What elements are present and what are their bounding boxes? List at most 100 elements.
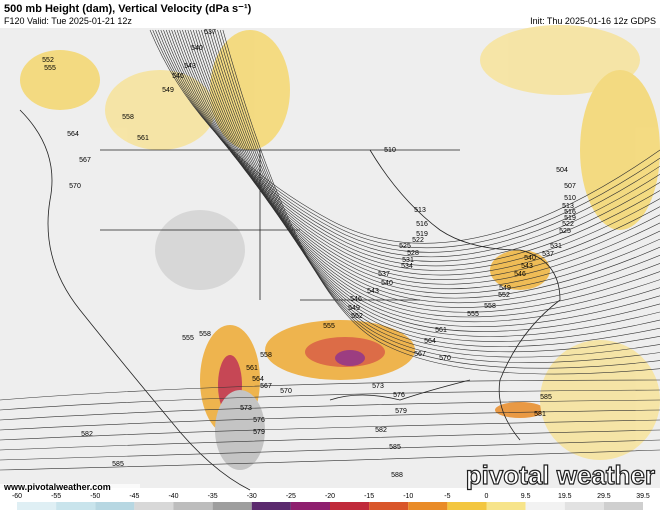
site-url: www.pivotalweather.com xyxy=(3,482,111,492)
contour-label: 573 xyxy=(372,383,384,390)
contour-label: 561 xyxy=(435,327,447,334)
contour-label: 579 xyxy=(395,408,407,415)
contour-label: 531 xyxy=(550,243,562,250)
init-time: Init: Thu 2025-01-16 12z GDPS xyxy=(530,16,656,26)
contour-label: 528 xyxy=(407,250,419,257)
contour-label: 564 xyxy=(424,338,436,345)
contour-label: 555 xyxy=(323,323,335,330)
contour-label: 537 xyxy=(378,271,390,278)
contour-label: 546 xyxy=(514,271,526,278)
colorbar-swatch xyxy=(487,502,526,510)
contour-label: 558 xyxy=(199,331,211,338)
contour-label: 540 xyxy=(381,280,393,287)
contour-label: 555 xyxy=(44,65,56,72)
contour-label: 537 xyxy=(542,251,554,258)
contour-label: 588 xyxy=(391,472,403,479)
contour-label: 507 xyxy=(564,183,576,190)
contour-label: 558 xyxy=(260,352,272,359)
valid-time: F120 Valid: Tue 2025-01-21 12z xyxy=(4,16,132,26)
contour-label: 510 xyxy=(564,195,576,202)
colorbar-tick-label: -25 xyxy=(286,493,296,500)
contour-label: 552 xyxy=(351,313,363,320)
contour-label: 585 xyxy=(112,461,124,468)
contour-label: 582 xyxy=(81,431,93,438)
contour-label: 555 xyxy=(182,335,194,342)
contour-label: 570 xyxy=(280,388,292,395)
contour-label: 513 xyxy=(414,207,426,214)
contour-label: 549 xyxy=(162,87,174,94)
colorbar-swatch xyxy=(252,502,291,510)
colorbar-tick-label: -55 xyxy=(51,493,61,500)
colorbar-swatch xyxy=(330,502,369,510)
colorbar-swatch xyxy=(604,502,643,510)
contour-label: 549 xyxy=(499,285,511,292)
colorbar-tick-label: 0 xyxy=(485,493,489,500)
colorbar-tick-label: 9.5 xyxy=(521,493,531,500)
colorbar-swatch xyxy=(174,502,213,510)
contour-label: 567 xyxy=(260,383,272,390)
colorbar-swatch xyxy=(565,502,604,510)
contour-label: 546 xyxy=(172,73,184,80)
contour-label: 561 xyxy=(137,135,149,142)
contour-label: 504 xyxy=(556,167,568,174)
colorbar-swatch xyxy=(95,502,134,510)
contour-label: 581 xyxy=(534,411,546,418)
contour-label: 558 xyxy=(484,303,496,310)
contour-label: 585 xyxy=(540,394,552,401)
contour-label: 564 xyxy=(252,376,264,383)
contour-label: 552 xyxy=(42,57,54,64)
colorbar-tick-label: -60 xyxy=(12,493,22,500)
contour-label: 516 xyxy=(416,221,428,228)
map-title: 500 mb Height (dam), Vertical Velocity (… xyxy=(4,3,252,15)
colorbar-swatch xyxy=(408,502,447,510)
contour-label: 543 xyxy=(367,288,379,295)
contour-label: 525 xyxy=(559,228,571,235)
colorbar-tick-label: -10 xyxy=(403,493,413,500)
contour-label: 576 xyxy=(393,392,405,399)
contour-label: 546 xyxy=(350,296,362,303)
contour-label: 537 xyxy=(204,29,216,36)
contour-label: 567 xyxy=(79,157,91,164)
watermark: pivotal weather xyxy=(466,460,655,490)
colorbar-swatch xyxy=(17,502,56,510)
contour-label: 576 xyxy=(253,417,265,424)
contour-label: 549 xyxy=(348,305,360,312)
contour-label: 567 xyxy=(414,351,426,358)
contour-label: 510 xyxy=(384,147,396,154)
colorbar-tick-label: -35 xyxy=(208,493,218,500)
colorbar-swatch xyxy=(526,502,565,510)
contour-label: 561 xyxy=(246,365,258,372)
contour-label: 558 xyxy=(122,114,134,121)
colorbar-tick-label: 19.5 xyxy=(558,493,572,500)
contour-label: 525 xyxy=(399,243,411,250)
colorbar-tick-label: -20 xyxy=(325,493,335,500)
contour-label: 522 xyxy=(562,221,574,228)
colorbar-tick-label: 29.5 xyxy=(597,493,611,500)
colorbar-tick-label: 39.5 xyxy=(636,493,650,500)
contour-label: 543 xyxy=(521,263,533,270)
contour-label: 552 xyxy=(498,292,510,299)
colorbar-swatch xyxy=(213,502,252,510)
contour-label: 570 xyxy=(69,183,81,190)
colorbar-swatch xyxy=(56,502,95,510)
colorbar-tick-label: -45 xyxy=(129,493,139,500)
colorbar-tick-label: -40 xyxy=(168,493,178,500)
colorbar-swatch xyxy=(447,502,486,510)
colorbar-tick-label: -15 xyxy=(364,493,374,500)
colorbar-tick-label: -5 xyxy=(444,493,450,500)
contour-label: 522 xyxy=(412,237,424,244)
contour-label: 540 xyxy=(524,255,536,262)
contour-label: 534 xyxy=(401,263,413,270)
contour-label: 564 xyxy=(67,131,79,138)
colorbar-swatch xyxy=(369,502,408,510)
contour-label: 540 xyxy=(191,45,203,52)
colorbar-tick-label: -50 xyxy=(90,493,100,500)
contour-label: 555 xyxy=(467,311,479,318)
contour-label: 543 xyxy=(184,63,196,70)
colorbar-tick-label: -30 xyxy=(247,493,257,500)
contour-label: 573 xyxy=(240,405,252,412)
colorbar-swatch xyxy=(134,502,173,510)
contour-label: 570 xyxy=(439,355,451,362)
